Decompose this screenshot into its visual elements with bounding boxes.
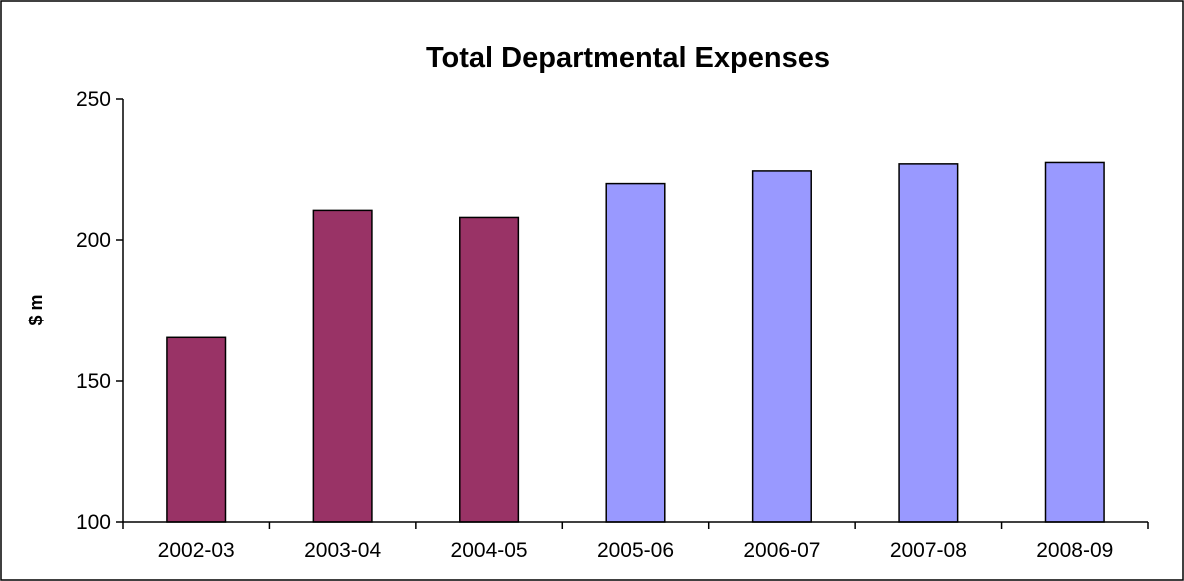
y-tick-label-150: 150 xyxy=(76,370,111,393)
x-tick-label-2006-07: 2006-07 xyxy=(743,539,820,562)
bar-2003-04 xyxy=(312,209,373,523)
x-tick-label-2003-04: 2003-04 xyxy=(304,539,381,562)
bar-2006-07 xyxy=(751,170,812,523)
chart-title: Total Departmental Expenses xyxy=(426,42,830,74)
bar-2002-03 xyxy=(166,336,227,523)
bar-2005-06 xyxy=(605,182,666,523)
y-axis-label: $ m xyxy=(26,294,46,325)
x-tick-label-2004-05: 2004-05 xyxy=(451,539,528,562)
axes-group xyxy=(122,99,1148,523)
y-tick-label-250: 250 xyxy=(76,88,111,111)
x-tick-label-2007-08: 2007-08 xyxy=(890,539,967,562)
y-tick-label-200: 200 xyxy=(76,229,111,252)
y-ticks-group: 100 150 200 250 xyxy=(76,88,123,534)
y-tick-label-100: 100 xyxy=(76,511,111,534)
x-tick-label-2005-06: 2005-06 xyxy=(597,539,674,562)
bar-2004-05 xyxy=(459,216,520,523)
x-tick-label-2002-03: 2002-03 xyxy=(158,539,235,562)
x-ticks-group: 2002-03 2003-04 2004-05 2005-06 2006-07 2007-… xyxy=(122,522,1149,562)
bar-2008-09 xyxy=(1044,161,1105,523)
bars-group xyxy=(166,161,1105,523)
bar-2007-08 xyxy=(898,163,959,523)
x-tick-label-2008-09: 2008-09 xyxy=(1036,539,1113,562)
